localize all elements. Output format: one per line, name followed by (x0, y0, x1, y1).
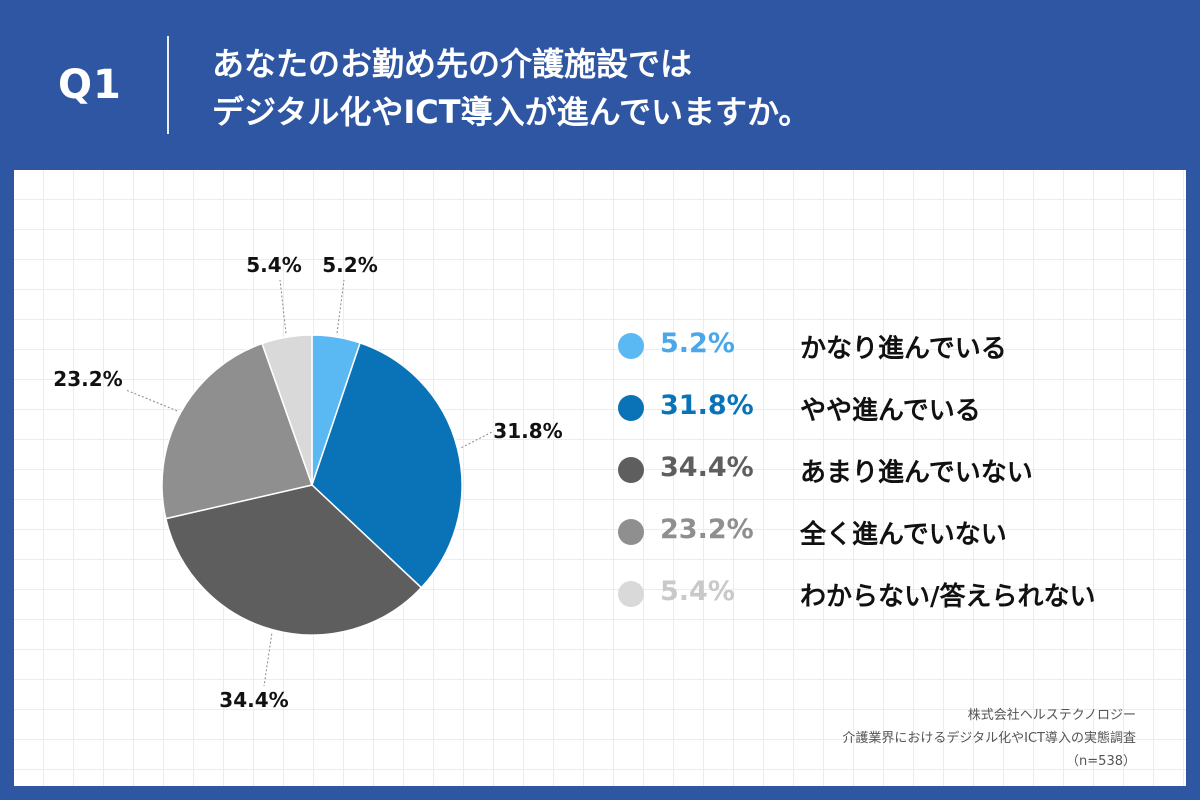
pie-slice (311, 341, 463, 589)
pie-leader-line (336, 279, 345, 334)
legend-percentage: 23.2% (660, 514, 754, 545)
legend-label: やや進んでいる (800, 396, 981, 426)
question-title-line1: あなたのお勤め先の介護施設では (212, 45, 693, 83)
legend-percentage: 5.2% (660, 328, 735, 359)
pie-leader-line (279, 279, 287, 334)
question-title-line2: デジタル化やICT導入が進んでいますか。 (212, 93, 811, 131)
pie-data-label: 5.4% (246, 253, 301, 277)
header-divider (167, 36, 169, 134)
question-number: Q1 (58, 62, 122, 108)
chart-panel: 5.2% 31.8% 34.4% 23.2% 5.4% 5.2% かなり進んでいる 31.8… (14, 170, 1186, 786)
pie-slice (164, 484, 423, 636)
pie-leader-line (263, 633, 273, 687)
legend-label: わからない/答えられない (800, 582, 1096, 612)
legend-color-dot (618, 519, 644, 545)
pie-data-label: 5.2% (322, 253, 377, 277)
legend-label: あまり進んでいない (800, 458, 1033, 488)
source-sample-size: （n=538） (1066, 754, 1136, 769)
pie-chart: 5.2% 31.8% 34.4% 23.2% 5.4% (53, 253, 562, 712)
question-title: あなたのお勤め先の介護施設では デジタル化やICT導入が進んでいますか。 (212, 40, 810, 136)
legend-percentage: 34.4% (660, 452, 754, 483)
source-survey: 介護業界におけるデジタル化やICT導入の実態調査 (842, 731, 1136, 746)
legend-label: かなり進んでいる (800, 334, 1007, 364)
legend-color-dot (618, 333, 644, 359)
source-note: 株式会社ヘルステクノロジー 介護業界におけるデジタル化やICT導入の実態調査 （… (842, 704, 1136, 773)
pie-data-label: 23.2% (53, 367, 122, 391)
pie-data-label: 34.4% (219, 688, 288, 712)
pie-data-label: 31.8% (493, 419, 562, 443)
pie-leader-line (125, 389, 178, 412)
legend-color-dot (618, 581, 644, 607)
question-header: Q1 あなたのお勤め先の介護施設では デジタル化やICT導入が進んでいますか。 (0, 0, 1200, 170)
legend-color-dot (618, 395, 644, 421)
pie-slice (261, 334, 313, 486)
source-company: 株式会社ヘルステクノロジー (967, 708, 1136, 723)
legend-color-dot (618, 457, 644, 483)
legend-percentage: 5.4% (660, 576, 735, 607)
pie-leader-line (461, 431, 493, 449)
pie-slice (161, 342, 313, 520)
legend-label: 全く進んでいない (800, 520, 1007, 550)
legend-percentage: 31.8% (660, 390, 754, 421)
